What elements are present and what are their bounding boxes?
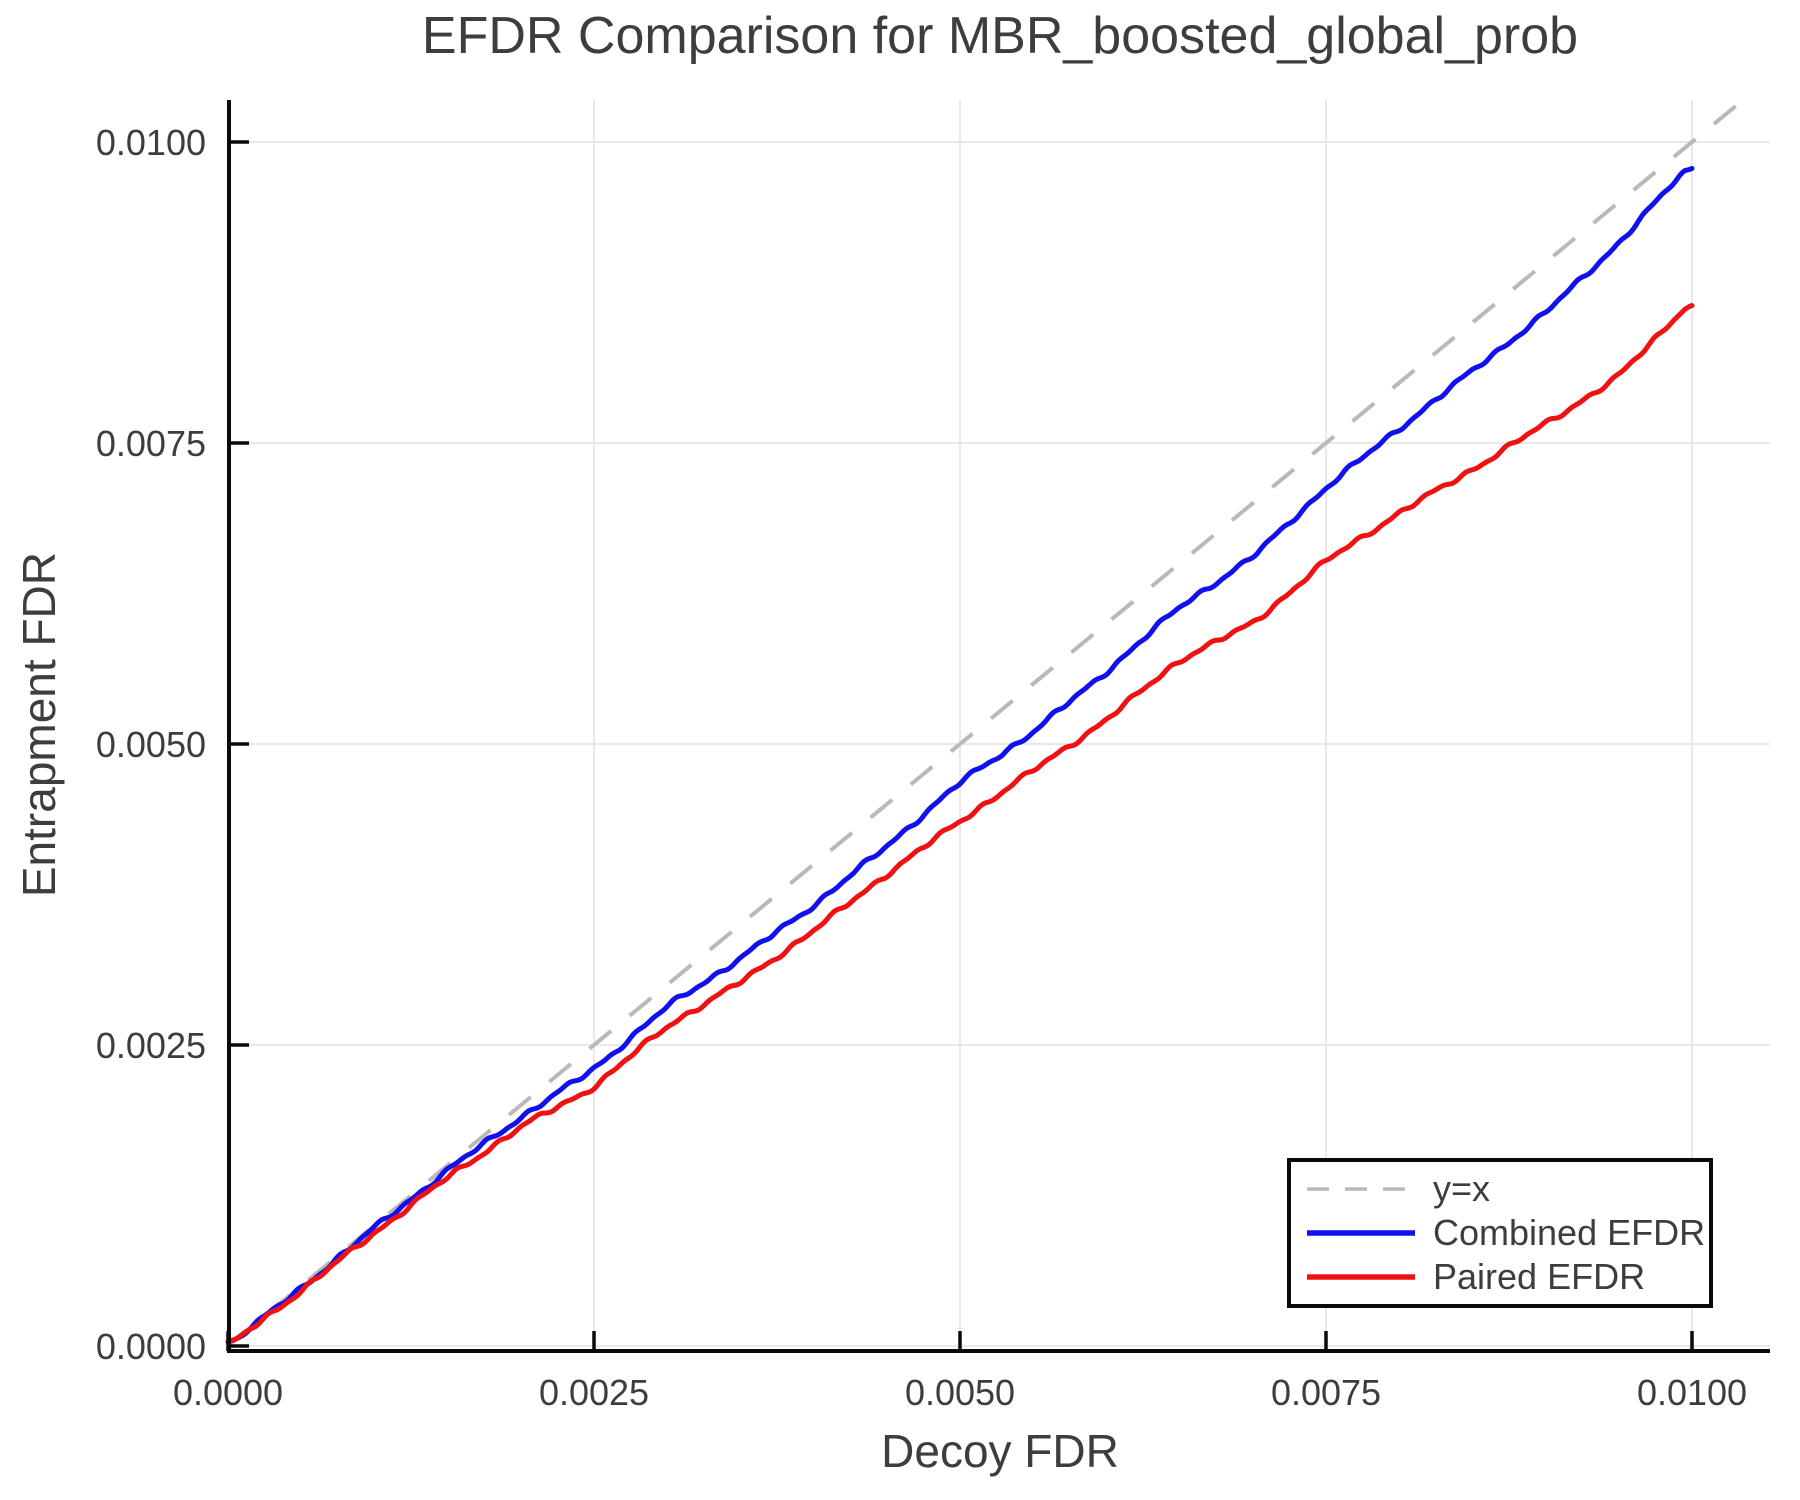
x-axis-title: Decoy FDR	[881, 1425, 1119, 1477]
series-combined-efdr	[225, 166, 1695, 1345]
legend-sample-line-y-x	[1307, 1187, 1415, 1191]
x-tick-label: 0.0050	[905, 1372, 1015, 1413]
y-tick-label: 0.0050	[96, 724, 206, 765]
reference-line-y-equals-x	[226, 98, 1745, 1348]
x-tick-label: 0.0075	[1271, 1372, 1381, 1413]
series-paired-efdr	[225, 303, 1695, 1345]
x-tick-label: 0.0025	[539, 1372, 649, 1413]
y-tick-label: 0.0025	[96, 1025, 206, 1066]
y-tick-label: 0.0075	[96, 423, 206, 464]
legend-label-combined-efdr: Combined EFDR	[1433, 1212, 1706, 1253]
chart-title: EFDR Comparison for MBR_boosted_global_p…	[421, 7, 1579, 65]
legend-item-y-x: y=x	[1305, 1168, 1703, 1210]
legend-label-paired-efdr: Paired EFDR	[1433, 1256, 1646, 1297]
y-tick-label: 0.0100	[96, 122, 206, 163]
legend-label-y-x: y=x	[1433, 1168, 1491, 1209]
x-tick-label: 0.0000	[173, 1372, 283, 1413]
legend: y=x Combined EFDR Paired EFDR	[1287, 1158, 1713, 1308]
legend-sample-line-paired-efdr	[1307, 1274, 1415, 1280]
legend-item-paired-efdr: Paired EFDR	[1305, 1256, 1703, 1298]
y-tick-label: 0.0000	[96, 1326, 206, 1367]
legend-item-combined-efdr: Combined EFDR	[1305, 1212, 1706, 1254]
legend-sample-line-combined-efdr	[1307, 1230, 1415, 1236]
x-tick-label: 0.0100	[1637, 1372, 1747, 1413]
